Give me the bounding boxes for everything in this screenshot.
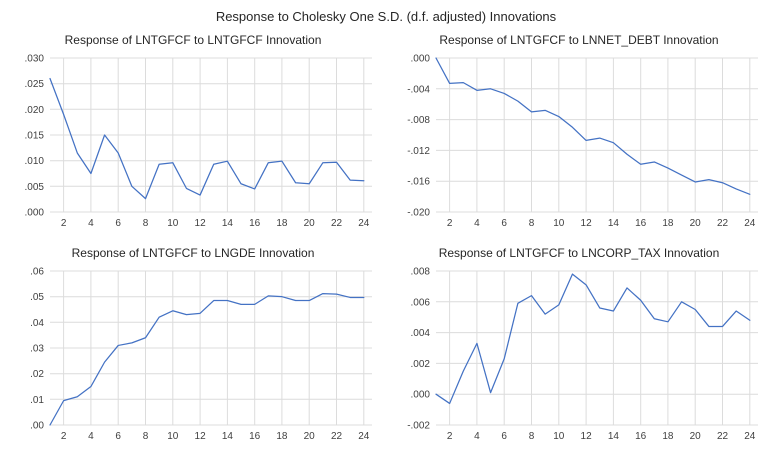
x-tick-label: 20 bbox=[304, 218, 316, 229]
response-series-line bbox=[435, 273, 751, 405]
chart-lntgfcf-to-lnnet-debt: Response of LNTGFCF to LNNET_DEBT Innova… bbox=[386, 26, 772, 239]
y-tick-label: -.016 bbox=[407, 177, 430, 188]
y-tick-label: .002 bbox=[411, 359, 431, 370]
y-tick-label: .02 bbox=[30, 369, 44, 380]
x-tick-label: 10 bbox=[553, 431, 565, 442]
x-tick-label: 6 bbox=[501, 218, 507, 229]
y-tick-label: .00 bbox=[30, 421, 44, 432]
y-tick-label: .015 bbox=[25, 131, 45, 142]
chart-lntgfcf-to-lncorp-tax: Response of LNTGFCF to LNCORP_TAX Innova… bbox=[386, 239, 772, 452]
chart-title: Response of LNTGFCF to LNTGFCF Innovatio… bbox=[64, 33, 322, 47]
x-tick-label: 8 bbox=[529, 431, 535, 442]
x-tick-label: 12 bbox=[195, 218, 207, 229]
x-tick-label: 2 bbox=[447, 218, 453, 229]
response-series-line bbox=[435, 57, 751, 195]
x-tick-label: 14 bbox=[608, 431, 620, 442]
main-title: Response to Cholesky One S.D. (d.f. adju… bbox=[215, 9, 557, 24]
chart-lntgfcf-to-lntgfcf: Response of LNTGFCF to LNTGFCF Innovatio… bbox=[0, 26, 386, 239]
y-tick-label: .008 bbox=[411, 267, 431, 278]
x-tick-label: 10 bbox=[167, 218, 179, 229]
x-tick-label: 20 bbox=[690, 431, 702, 442]
x-tick-label: 14 bbox=[222, 218, 234, 229]
chart-lntgfcf-to-lngde: Response of LNTGFCF to LNGDE Innovation … bbox=[0, 239, 386, 452]
x-tick-label: 18 bbox=[662, 431, 674, 442]
x-tick-label: 10 bbox=[167, 431, 179, 442]
x-tick-label: 8 bbox=[143, 218, 149, 229]
y-tick-label: .01 bbox=[30, 395, 44, 406]
y-tick-label: .006 bbox=[411, 297, 431, 308]
chart-title: Response of LNTGFCF to LNNET_DEBT Innova… bbox=[439, 33, 719, 47]
x-tick-label: 18 bbox=[662, 218, 674, 229]
x-tick-label: 22 bbox=[331, 431, 343, 442]
y-tick-label: .004 bbox=[411, 328, 431, 339]
y-tick-label: .000 bbox=[25, 208, 45, 219]
x-tick-label: 4 bbox=[474, 218, 480, 229]
y-tick-label: .020 bbox=[25, 105, 45, 116]
y-tick-label: .06 bbox=[30, 267, 44, 278]
x-tick-label: 22 bbox=[717, 431, 729, 442]
y-tick-label: -.008 bbox=[407, 115, 430, 126]
x-tick-label: 24 bbox=[744, 218, 756, 229]
y-tick-label: .025 bbox=[25, 79, 45, 90]
y-tick-label: -.002 bbox=[407, 421, 430, 432]
y-tick-label: .05 bbox=[30, 292, 44, 303]
chart-title: Response of LNTGFCF to LNCORP_TAX Innova… bbox=[438, 246, 720, 260]
y-tick-label: -.004 bbox=[407, 84, 430, 95]
x-tick-label: 20 bbox=[690, 218, 702, 229]
x-tick-label: 22 bbox=[331, 218, 343, 229]
x-tick-label: 12 bbox=[581, 218, 593, 229]
x-tick-label: 6 bbox=[501, 431, 507, 442]
y-tick-label: .03 bbox=[30, 344, 44, 355]
x-tick-label: 8 bbox=[529, 218, 535, 229]
x-tick-label: 24 bbox=[358, 431, 370, 442]
x-tick-label: 18 bbox=[276, 431, 288, 442]
x-tick-label: 4 bbox=[474, 431, 480, 442]
x-tick-label: 12 bbox=[195, 431, 207, 442]
x-tick-label: 14 bbox=[222, 431, 234, 442]
x-tick-label: 2 bbox=[61, 218, 67, 229]
response-series-line bbox=[49, 77, 365, 200]
y-tick-label: .010 bbox=[25, 156, 45, 167]
x-tick-label: 16 bbox=[249, 431, 261, 442]
x-tick-label: 4 bbox=[88, 218, 94, 229]
x-tick-label: 24 bbox=[744, 431, 756, 442]
y-tick-label: .000 bbox=[411, 54, 431, 65]
x-tick-label: 20 bbox=[304, 431, 316, 442]
x-tick-label: 10 bbox=[553, 218, 565, 229]
x-tick-label: 16 bbox=[635, 431, 647, 442]
x-tick-label: 8 bbox=[143, 431, 149, 442]
x-tick-label: 16 bbox=[635, 218, 647, 229]
y-tick-label: .030 bbox=[25, 54, 45, 65]
x-tick-label: 22 bbox=[717, 218, 729, 229]
x-tick-label: 6 bbox=[115, 218, 121, 229]
x-tick-label: 14 bbox=[608, 218, 620, 229]
x-tick-label: 6 bbox=[115, 431, 121, 442]
x-tick-label: 12 bbox=[581, 431, 593, 442]
x-tick-label: 18 bbox=[276, 218, 288, 229]
y-tick-label: .005 bbox=[25, 182, 45, 193]
y-tick-label: .000 bbox=[411, 390, 431, 401]
x-tick-label: 4 bbox=[88, 431, 94, 442]
y-tick-label: -.012 bbox=[407, 146, 430, 157]
x-tick-label: 24 bbox=[358, 218, 370, 229]
y-tick-label: .04 bbox=[30, 318, 44, 329]
x-tick-label: 16 bbox=[249, 218, 261, 229]
response-series-line bbox=[49, 292, 365, 426]
y-tick-label: -.020 bbox=[407, 208, 430, 219]
chart-title: Response of LNTGFCF to LNGDE Innovation bbox=[71, 246, 315, 260]
chart-grid: Response of LNTGFCF to LNTGFCF Innovatio… bbox=[0, 26, 772, 452]
x-tick-label: 2 bbox=[447, 431, 453, 442]
x-tick-label: 2 bbox=[61, 431, 67, 442]
line-chart: .00.01.02.03.04.05.062 4 6 8 10 12 14 16 18 20 22 2… bbox=[30, 267, 372, 442]
